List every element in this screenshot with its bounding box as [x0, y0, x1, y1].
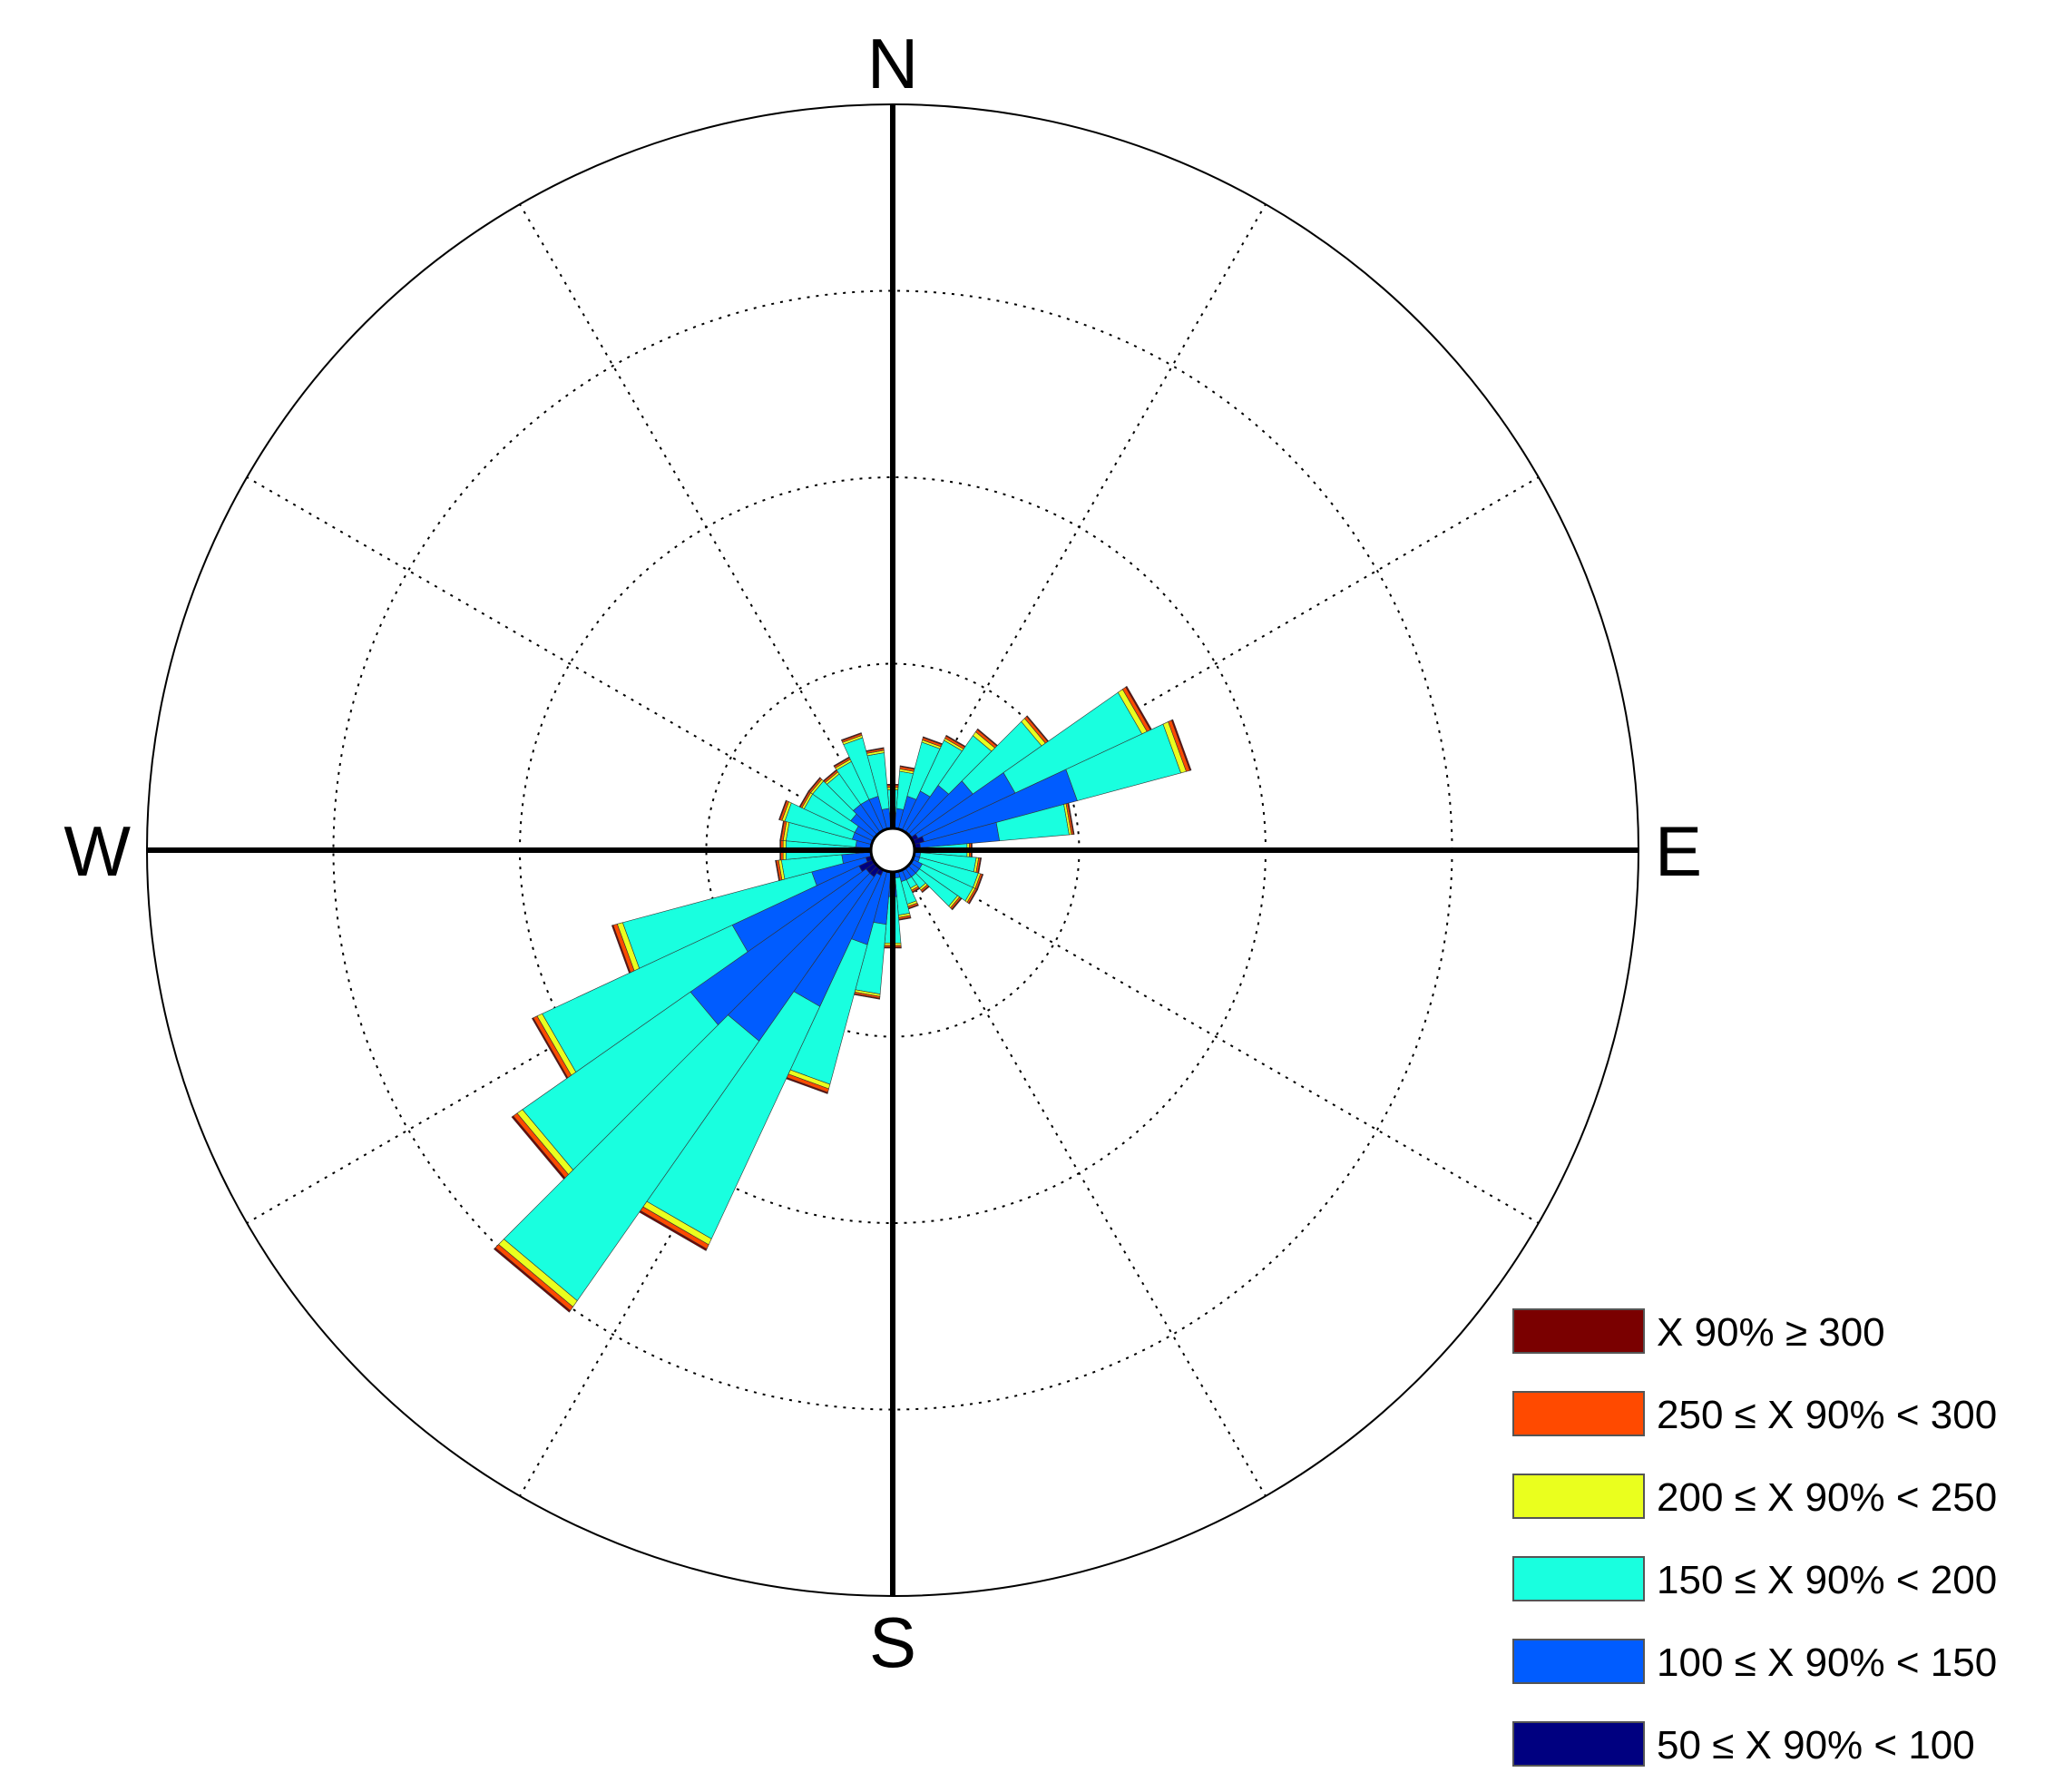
- legend-swatch: [1512, 1308, 1645, 1354]
- compass-label-north: N: [867, 24, 918, 103]
- legend-item: 150 ≤ X 90% < 200: [1512, 1556, 1997, 1602]
- legend-label: 250 ≤ X 90% < 300: [1657, 1393, 1997, 1437]
- direction-bar: [531, 849, 894, 1080]
- bar-segment: [778, 799, 787, 820]
- grid-spoke: [892, 203, 1267, 851]
- bar-segment: [1170, 719, 1192, 771]
- grid-spoke: [892, 849, 1540, 1224]
- grid-spoke: [519, 203, 894, 851]
- legend-swatch: [1512, 1474, 1645, 1519]
- legend-item: 250 ≤ X 90% < 300: [1512, 1391, 1997, 1437]
- direction-bar: [892, 728, 998, 851]
- legend-item: 200 ≤ X 90% < 250: [1512, 1474, 1997, 1520]
- legend-label: 100 ≤ X 90% < 150: [1657, 1640, 1997, 1685]
- compass-label-west: W: [64, 811, 131, 891]
- legend-label: 150 ≤ X 90% < 200: [1657, 1558, 1997, 1602]
- direction-bar: [778, 799, 894, 851]
- bar-segment: [968, 888, 979, 905]
- bar-segment: [775, 859, 780, 882]
- direction-bar: [511, 849, 894, 1180]
- grid-spoke: [892, 476, 1540, 851]
- bar-segment: [840, 732, 862, 741]
- direction-bar: [892, 736, 944, 851]
- legend-label: 50 ≤ X 90% < 100: [1657, 1723, 1975, 1768]
- bar-segment: [493, 1247, 572, 1313]
- direction-bar: [822, 769, 894, 851]
- legend: X 90% ≥ 300 250 ≤ X 90% < 300 200 ≤ X 90% …: [1512, 1308, 1997, 1768]
- direction-bar: [786, 849, 894, 1094]
- direction-bars: [493, 685, 1192, 1313]
- bar-segment: [951, 897, 963, 911]
- direction-bar: [840, 732, 894, 851]
- bar-segment: [511, 1115, 566, 1180]
- bar-segment: [807, 777, 821, 792]
- bar-segment: [531, 1017, 569, 1080]
- bar-segment: [921, 886, 930, 894]
- legend-swatch: [1512, 1556, 1645, 1601]
- direction-bar: [892, 802, 1075, 851]
- bar-segment: [866, 747, 885, 752]
- legend-item: 100 ≤ X 90% < 150: [1512, 1639, 1997, 1685]
- legend-item: X 90% ≥ 300: [1512, 1308, 1885, 1355]
- compass-label-east: E: [1655, 811, 1702, 891]
- legend-label: 200 ≤ X 90% < 250: [1657, 1475, 1997, 1520]
- legend-item: 50 ≤ X 90% < 100: [1512, 1721, 1975, 1768]
- compass-label-south: S: [869, 1602, 916, 1682]
- direction-bar: [493, 849, 894, 1313]
- center-hole: [869, 827, 916, 874]
- direction-bar: [892, 685, 1152, 851]
- legend-swatch: [1512, 1721, 1645, 1767]
- direction-bar: [892, 719, 1192, 851]
- bar-segment: [1067, 802, 1075, 835]
- legend-swatch: [1512, 1391, 1645, 1436]
- bar-segment: [611, 925, 631, 974]
- grid-spoke: [892, 849, 1267, 1497]
- direction-bar: [866, 747, 894, 851]
- legend-swatch: [1512, 1639, 1645, 1684]
- grid-spoke: [246, 476, 894, 851]
- legend-label: X 90% ≥ 300: [1657, 1310, 1885, 1355]
